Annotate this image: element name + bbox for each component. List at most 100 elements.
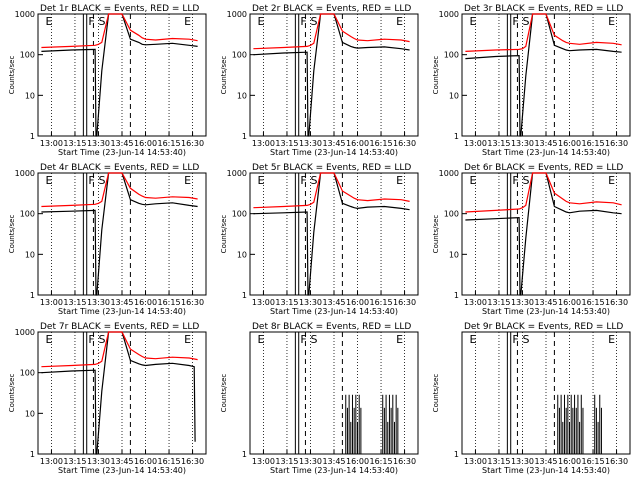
x-tick-label: 16:30 (393, 139, 416, 148)
x-tick-label: 13:15 (63, 298, 86, 307)
x-tick-label: 13:30 (511, 139, 534, 148)
event-marker-e: E (258, 174, 265, 187)
y-tick-label: 10 (449, 91, 459, 100)
x-tick-label: 16:15 (582, 298, 605, 307)
y-tick-label: 10 (237, 250, 247, 259)
event-marker-e: E (46, 333, 53, 346)
event-marker-f: F (88, 174, 94, 187)
y-tick-label: 10 (25, 409, 35, 418)
lld-series-line (465, 172, 622, 213)
event-marker-e: E (46, 174, 53, 187)
event-marker-e: E (396, 174, 403, 187)
event-marker-e: E (184, 174, 191, 187)
event-marker-e: E (470, 174, 477, 187)
event-marker-e: E (184, 333, 191, 346)
x-tick-label: 16:30 (181, 457, 204, 466)
y-tick-label: 100 (232, 51, 247, 60)
x-axis-label: Start Time (23-Jun-14 14:53:40) (270, 466, 398, 475)
event-marker-s: S (522, 174, 529, 187)
event-marker-e: E (608, 174, 615, 187)
y-tick-label: 10 (25, 91, 35, 100)
x-tick-label: 13:45 (110, 298, 133, 307)
y-tick-label: 100 (444, 210, 459, 219)
x-tick-label: 16:00 (134, 457, 157, 466)
x-tick-label: 16:15 (582, 139, 605, 148)
x-tick-label: 13:30 (87, 139, 110, 148)
x-tick-label: 13:30 (511, 298, 534, 307)
x-axis-label: Start Time (23-Jun-14 14:53:40) (270, 307, 398, 316)
y-axis-label: Counts/sec (8, 374, 16, 413)
x-tick-label: 13:00 (464, 457, 487, 466)
x-tick-label: 16:15 (582, 457, 605, 466)
panel-title: Det 4r BLACK = Events, RED = LLD (40, 163, 199, 173)
x-axis-label: Start Time (23-Jun-14 14:53:40) (58, 466, 186, 475)
event-marker-f: F (512, 15, 518, 28)
y-tick-label: 100 (232, 210, 247, 219)
event-marker-e: E (396, 333, 403, 346)
x-tick-label: 13:30 (511, 457, 534, 466)
event-marker-f: F (88, 333, 94, 346)
lld-series-line (465, 13, 622, 52)
y-axis-label: Counts/sec (220, 215, 228, 254)
lld-series-line (41, 13, 198, 49)
y-tick-label: 1 (30, 291, 35, 300)
y-tick-label: 1000 (439, 10, 459, 19)
x-tick-label: 13:45 (322, 139, 345, 148)
x-tick-label: 16:15 (370, 139, 393, 148)
x-tick-label: 13:00 (252, 457, 275, 466)
y-axis-label: Counts/sec (432, 374, 440, 413)
y-tick-label: 1 (242, 450, 247, 459)
x-tick-label: 16:00 (134, 298, 157, 307)
event-marker-s: S (98, 174, 105, 187)
y-axis-label: Counts/sec (432, 56, 440, 95)
y-tick-label: 100 (20, 210, 35, 219)
x-axis-label: Start Time (23-Jun-14 14:53:40) (58, 307, 186, 316)
x-tick-label: 13:00 (252, 298, 275, 307)
event-marker-e: E (258, 333, 265, 346)
x-tick-label: 16:15 (158, 139, 181, 148)
x-axis-label: Start Time (23-Jun-14 14:53:40) (482, 466, 610, 475)
y-axis-label: Counts/sec (220, 374, 228, 413)
x-tick-label: 16:30 (181, 298, 204, 307)
event-marker-s: S (310, 174, 317, 187)
y-tick-label: 1 (454, 132, 459, 141)
y-tick-label: 1000 (15, 10, 35, 19)
lld-series-line (253, 172, 410, 209)
x-tick-label: 16:30 (605, 298, 628, 307)
event-marker-e: E (184, 15, 191, 28)
x-tick-label: 13:30 (299, 139, 322, 148)
x-tick-label: 16:15 (370, 298, 393, 307)
event-marker-f: F (512, 174, 518, 187)
x-tick-label: 13:15 (63, 457, 86, 466)
x-tick-label: 16:15 (370, 457, 393, 466)
x-tick-label: 13:15 (487, 298, 510, 307)
x-tick-label: 13:45 (110, 457, 133, 466)
y-tick-label: 100 (20, 51, 35, 60)
y-tick-label: 10 (237, 91, 247, 100)
x-tick-label: 13:45 (534, 139, 557, 148)
x-tick-label: 16:30 (393, 457, 416, 466)
panel-title: Det 5r BLACK = Events, RED = LLD (252, 163, 411, 173)
event-marker-f: F (300, 333, 306, 346)
event-marker-e: E (470, 15, 477, 28)
y-axis-label: Counts/sec (8, 215, 16, 254)
x-tick-label: 13:45 (110, 139, 133, 148)
panel-title: Det 8r BLACK = Events, RED = LLD (252, 322, 411, 332)
y-tick-label: 1000 (227, 169, 247, 178)
x-tick-label: 13:15 (63, 139, 86, 148)
x-axis-label: Start Time (23-Jun-14 14:53:40) (58, 148, 186, 157)
x-tick-label: 16:15 (158, 298, 181, 307)
y-tick-label: 1000 (15, 328, 35, 337)
x-tick-label: 16:30 (393, 298, 416, 307)
x-tick-label: 13:15 (487, 139, 510, 148)
event-marker-f: F (88, 15, 94, 28)
x-tick-label: 13:45 (534, 298, 557, 307)
x-tick-label: 16:30 (605, 139, 628, 148)
x-tick-label: 16:00 (134, 139, 157, 148)
